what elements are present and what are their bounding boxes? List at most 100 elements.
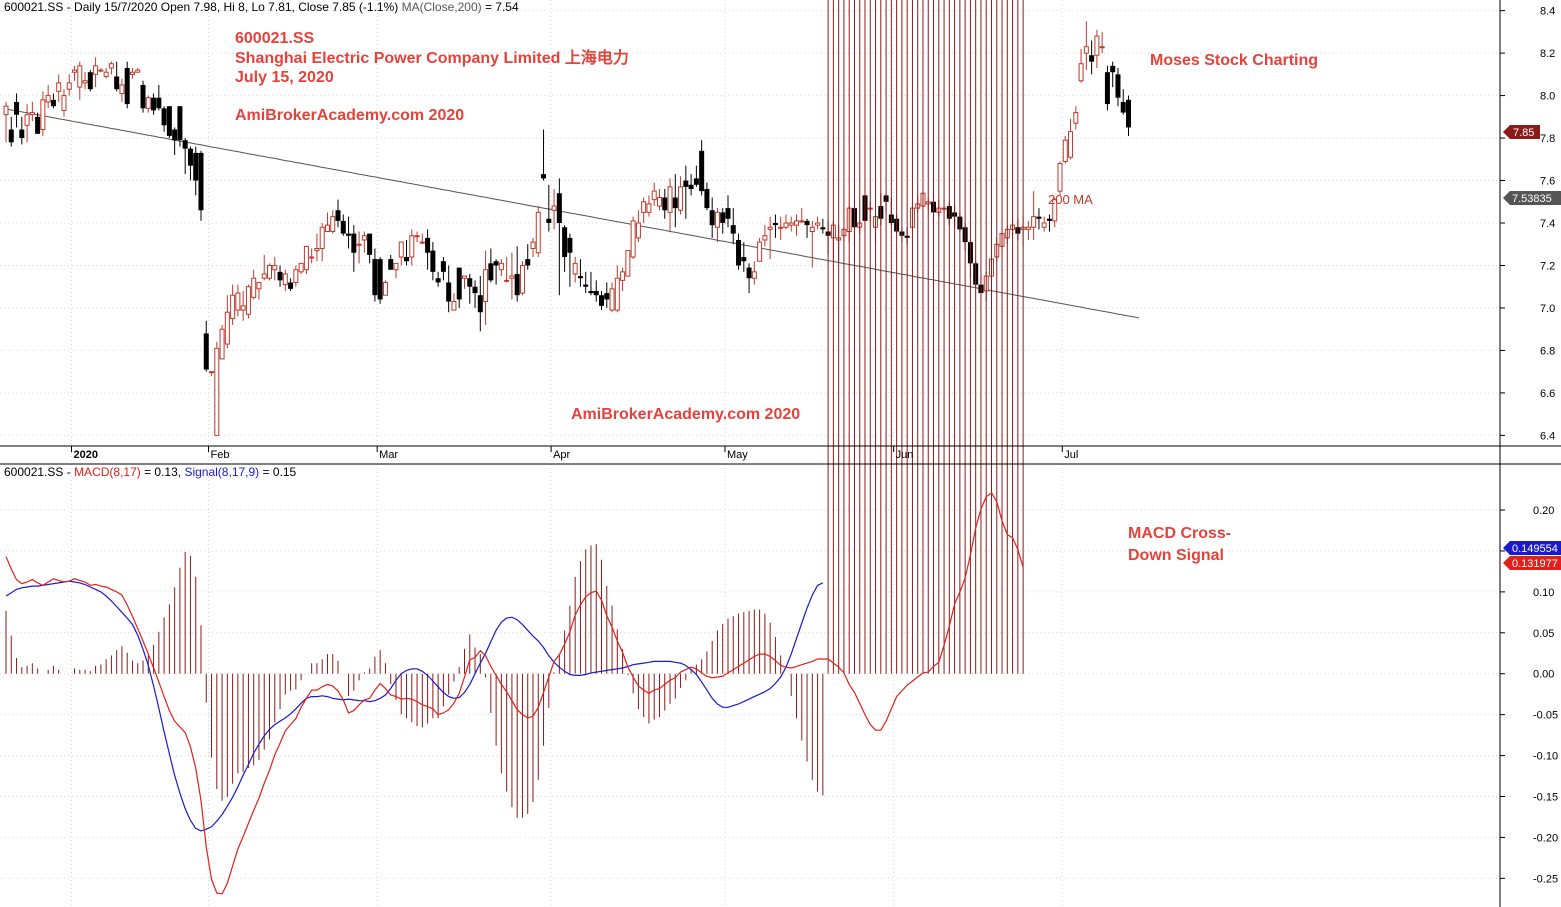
candle-body-133 <box>704 189 710 209</box>
candle-body-33 <box>177 106 183 141</box>
candle-53 <box>282 269 288 291</box>
candle-139 <box>736 233 742 270</box>
candle-130 <box>688 174 694 196</box>
candle-body-81 <box>430 250 436 272</box>
x-tick-label-6: Jul <box>1064 449 1078 461</box>
candle-99 <box>525 244 531 270</box>
macd-header-signal-label: Signal(8,17,9) <box>184 465 259 479</box>
candle-127 <box>672 174 678 228</box>
candle-body-73 <box>388 259 394 270</box>
candle-132 <box>699 140 705 196</box>
candle-22 <box>119 78 125 102</box>
candle-209 <box>1104 65 1110 111</box>
annotation-macd-line2: Down Signal <box>1128 547 1224 564</box>
candle-78 <box>414 231 420 243</box>
candle-147 <box>778 216 784 240</box>
candle-body-93 <box>493 261 499 266</box>
candle-141 <box>746 263 752 294</box>
candle-body-14 <box>77 65 83 88</box>
candle-body-11 <box>61 95 67 111</box>
candle-36 <box>193 146 199 196</box>
candle-50 <box>267 263 272 281</box>
candle-104 <box>551 189 557 230</box>
candle-71 <box>377 256 383 304</box>
candle-body-111 <box>588 290 594 294</box>
macd-value-text: 0.131977 <box>1512 558 1558 570</box>
price-header-ma-value: = 7.54 <box>482 0 519 14</box>
candle-122 <box>646 195 652 217</box>
candle-body-113 <box>599 295 605 306</box>
candle-body-25 <box>135 69 141 73</box>
candle-98 <box>519 261 525 296</box>
candle-4 <box>24 104 30 143</box>
candle-56 <box>298 262 304 274</box>
price-ytick-label-8: 8.0 <box>1540 91 1555 103</box>
candle-5 <box>29 101 35 122</box>
candle-120 <box>635 210 641 243</box>
candle-body-4 <box>24 114 30 126</box>
candle-15 <box>82 72 88 90</box>
price-ytick-label-7: 7.8 <box>1540 133 1555 145</box>
candle-201 <box>1062 135 1068 164</box>
candle-3 <box>19 116 25 145</box>
candle-body-30 <box>161 108 167 126</box>
close-value-text: 7.85 <box>1513 127 1534 139</box>
candle-body-102 <box>541 174 547 179</box>
candle-137 <box>725 195 731 228</box>
annotation-date: July 15, 2020 <box>235 69 334 86</box>
candle-body-114 <box>604 293 610 300</box>
candle-194 <box>1025 220 1031 240</box>
candle-body-41 <box>219 328 225 360</box>
candle-body-199 <box>1052 199 1058 222</box>
macd-ytick-label-9: 0.20 <box>1533 505 1554 517</box>
candle-body-153 <box>809 226 815 232</box>
candle-body-9 <box>50 99 56 107</box>
candle-body-70 <box>372 259 378 296</box>
annotation-macd-line1: MACD Cross- <box>1128 525 1231 542</box>
price-header-symbol: 600021.SS <box>4 0 63 14</box>
candle-128 <box>678 176 684 215</box>
candle-195 <box>1031 191 1037 240</box>
candle-146 <box>772 214 778 238</box>
candle-body-204 <box>1078 63 1084 82</box>
annotation-company: Shanghai Electric Power Company Limited … <box>235 48 629 67</box>
candle-body-212 <box>1120 101 1126 113</box>
candle-111 <box>588 271 594 296</box>
candle-body-197 <box>1041 222 1047 228</box>
candle-body-148 <box>783 222 789 228</box>
candle-66 <box>351 225 357 272</box>
candle-body-122 <box>646 203 652 213</box>
candle-90 <box>477 276 483 332</box>
candle-93 <box>493 259 499 285</box>
candle-body-49 <box>261 273 267 279</box>
candle-body-142 <box>751 271 757 279</box>
candle-body-96 <box>509 275 515 279</box>
candle-body-12 <box>66 82 72 90</box>
signal-value-tag: 0.149554 <box>1503 541 1561 555</box>
candle-body-206 <box>1089 55 1095 62</box>
candle-134 <box>709 197 715 238</box>
candle-142 <box>751 261 757 285</box>
candle-body-92 <box>488 263 494 281</box>
candle-body-154 <box>815 222 821 226</box>
candle-body-106 <box>562 227 568 257</box>
macd-line <box>5 491 1024 895</box>
candle-84 <box>446 265 452 313</box>
candle-144 <box>762 225 768 247</box>
signal-value-text: 0.149554 <box>1512 543 1558 555</box>
candle-118 <box>625 250 631 277</box>
candle-body-63 <box>335 210 341 221</box>
candle-205 <box>1083 21 1089 71</box>
candle-body-17 <box>93 65 99 75</box>
candle-143 <box>757 237 763 262</box>
candle-body-151 <box>799 220 805 223</box>
candle-body-147 <box>778 226 784 229</box>
candle-131 <box>693 165 699 187</box>
candle-13 <box>72 65 78 81</box>
macd-ytick-label-1: -0.20 <box>1533 832 1558 844</box>
candle-67 <box>356 231 362 264</box>
candle-body-34 <box>182 140 188 149</box>
candle-body-149 <box>788 222 794 226</box>
candle-body-43 <box>230 294 236 320</box>
